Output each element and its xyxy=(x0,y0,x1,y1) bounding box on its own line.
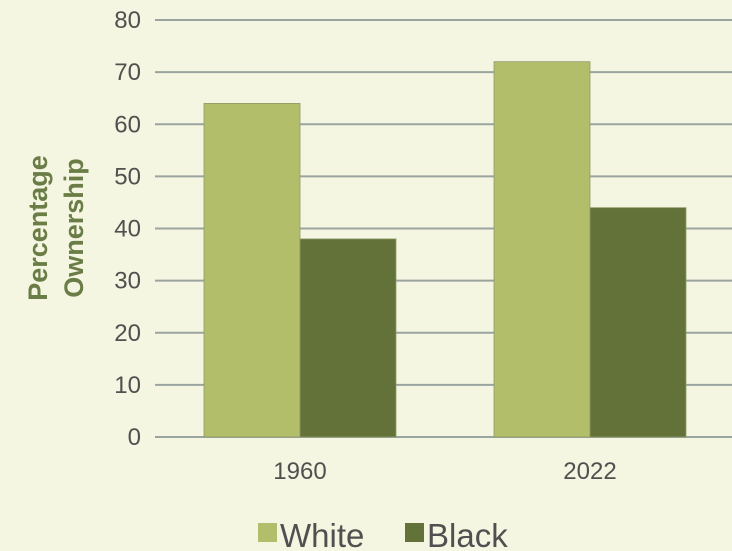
bars xyxy=(203,61,687,438)
y-tick-label: 20 xyxy=(114,320,141,347)
y-tick-label: 80 xyxy=(114,7,141,34)
y-tick-label: 30 xyxy=(114,268,141,295)
y-tick-label: 40 xyxy=(114,216,141,243)
y-tick-label: 10 xyxy=(114,372,141,399)
bar-black-1960 xyxy=(299,238,397,438)
legend: White Black xyxy=(258,517,508,551)
x-category-label: 1960 xyxy=(273,458,326,485)
legend-label-white: White xyxy=(280,517,364,551)
legend-swatch-white xyxy=(258,523,277,542)
y-tick-label: 70 xyxy=(114,59,141,86)
y-tick-label: 60 xyxy=(114,111,141,138)
y-axis-label-line-2: Ownership xyxy=(59,158,89,298)
y-tick-label: 50 xyxy=(114,163,141,190)
bar-white-2022 xyxy=(493,61,591,438)
y-axis-label-line-1: Percentage xyxy=(23,155,53,301)
bar-black-2022 xyxy=(589,207,687,438)
legend-swatch-black xyxy=(405,523,424,542)
legend-label-black: Black xyxy=(427,517,508,551)
y-tick-label: 0 xyxy=(128,424,141,451)
x-category-label: 2022 xyxy=(563,458,616,485)
bar-white-1960 xyxy=(203,103,301,438)
y-axis-ticks: 0 10 20 30 40 50 60 70 80 xyxy=(114,7,141,451)
x-axis-categories: 1960 2022 xyxy=(273,458,616,485)
